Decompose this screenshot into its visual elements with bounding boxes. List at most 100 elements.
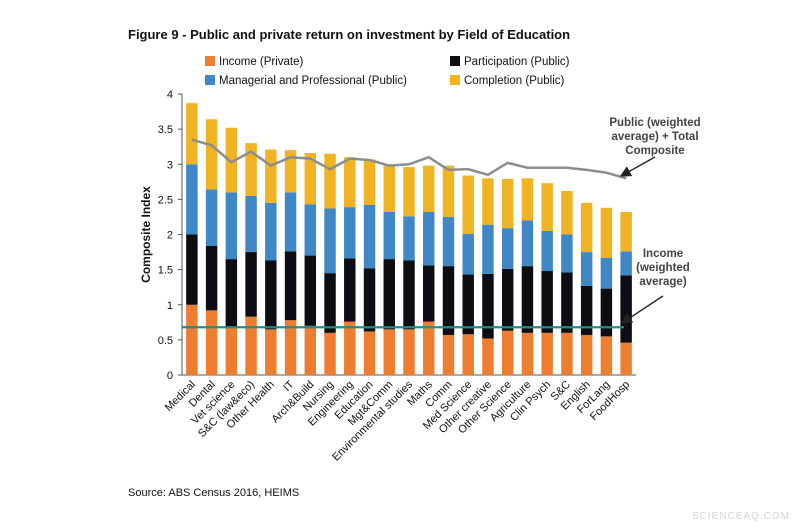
bar-segment-2-16: [501, 228, 514, 269]
bar-segment-3-1: [205, 119, 218, 190]
bar-segment-2-2: [225, 192, 238, 260]
y-tick-label-3: 1.5: [158, 265, 173, 277]
bar-segment-2-4: [265, 202, 277, 261]
bar-segment-1-13: [442, 266, 455, 335]
bar-segment-3-7: [324, 153, 336, 209]
bar-segment-3-9: [363, 159, 376, 205]
bar-segment-1-22: [620, 275, 632, 343]
bar-segment-3-13: [442, 165, 455, 217]
bar-segment-2-14: [462, 233, 474, 275]
y-axis-label: Composite Index: [139, 186, 153, 283]
bar-segment-2-1: [205, 189, 218, 246]
bar-segment-3-3: [245, 143, 257, 196]
annotation-public-line-2: Composite: [625, 145, 684, 157]
y-tick-label-8: 4: [167, 89, 173, 101]
bar-segment-0-7: [324, 332, 336, 375]
bar-segment-1-20: [580, 285, 593, 335]
bar-segment-0-9: [363, 331, 376, 375]
bar-segment-3-0: [186, 103, 198, 165]
bar-segment-1-15: [482, 273, 494, 339]
bar-segment-1-18: [541, 271, 553, 333]
bar-segment-2-3: [245, 195, 257, 253]
legend: Income (Private) Participation (Public) Ma…: [205, 56, 570, 87]
bar-segment-0-14: [462, 334, 474, 375]
annotation-income-line-0: Income: [643, 248, 683, 260]
bar-segment-0-4: [265, 329, 277, 375]
legend-swatch-2: [205, 75, 215, 85]
bar-segment-3-2: [225, 127, 238, 193]
y-tick-label-5: 2.5: [158, 194, 173, 206]
bar-segment-3-8: [344, 157, 356, 208]
bar-segment-0-16: [501, 330, 514, 375]
y-tick-label-2: 1: [167, 300, 173, 312]
bar-segment-2-6: [304, 204, 317, 256]
bar-segment-2-20: [580, 252, 593, 286]
annotation-income-line-1: (weighted: [636, 262, 690, 274]
bar-segment-3-17: [521, 178, 534, 221]
bar-segment-2-7: [324, 208, 336, 274]
bar-segment-3-4: [265, 149, 277, 203]
bar-segment-2-12: [423, 212, 435, 266]
legend-label-1: Participation (Public): [464, 56, 570, 68]
bar-segment-0-5: [284, 320, 297, 375]
legend-label-2: Managerial and Professional (Public): [219, 75, 407, 87]
bar-segment-2-8: [344, 207, 356, 259]
bar-segment-1-8: [344, 258, 356, 322]
bar-segment-3-16: [501, 179, 514, 229]
bar-segment-0-21: [600, 336, 613, 375]
bar-segment-2-0: [186, 164, 198, 235]
bar-segment-0-20: [580, 334, 593, 375]
bar-segment-1-3: [245, 252, 257, 317]
lines: [182, 138, 627, 329]
bar-segment-1-6: [304, 255, 317, 326]
watermark: SCIENCEAQ.COM: [691, 511, 790, 522]
y-tick-label-4: 2: [167, 230, 173, 242]
bar-segment-3-21: [600, 207, 613, 258]
bars: [186, 103, 632, 375]
bar-segment-3-14: [462, 175, 474, 234]
bar-segment-0-22: [620, 342, 632, 375]
bar-segment-0-18: [541, 332, 553, 375]
bar-segment-1-14: [462, 274, 474, 335]
bar-segment-1-11: [403, 260, 415, 330]
bar-segment-3-20: [580, 202, 593, 253]
bar-segment-3-5: [284, 150, 297, 193]
bar-segment-0-15: [482, 338, 494, 375]
figure-title: Figure 9 - Public and private return on …: [128, 27, 571, 42]
annotation-income-line-2: average): [639, 276, 686, 288]
bar-segment-0-19: [561, 332, 573, 375]
bar-segment-3-10: [383, 164, 395, 213]
bar-segment-1-9: [363, 268, 376, 332]
bar-segment-0-10: [383, 329, 395, 375]
bar-segment-1-7: [324, 273, 336, 333]
annotations: Public (weighted average) + Total Composit…: [609, 117, 701, 324]
bar-segment-2-10: [383, 212, 395, 260]
annotation-public-line-1: average) + Total: [611, 131, 698, 143]
bar-segment-1-0: [186, 234, 198, 305]
bar-segment-2-11: [403, 216, 415, 261]
bar-segment-3-22: [620, 212, 632, 252]
bar-segment-3-12: [423, 165, 435, 213]
bar-segment-1-10: [383, 259, 395, 330]
bar-segment-0-6: [304, 325, 317, 375]
bar-segment-2-5: [284, 192, 297, 252]
bar-segment-0-12: [423, 321, 435, 375]
bar-segment-3-11: [403, 167, 415, 217]
bar-segment-3-15: [482, 178, 494, 225]
bar-segment-0-8: [344, 321, 356, 375]
bar-segment-1-4: [265, 260, 277, 330]
legend-label-0: Income (Private): [219, 56, 304, 68]
bar-segment-1-5: [284, 251, 297, 321]
annotation-public-arrow: [619, 156, 656, 177]
bar-segment-2-9: [363, 204, 376, 269]
bar-segment-0-2: [225, 327, 238, 375]
legend-label-3: Completion (Public): [464, 75, 565, 87]
y-tick-label-0: 0: [167, 370, 173, 382]
legend-swatch-1: [450, 56, 460, 66]
bar-segment-1-19: [561, 272, 573, 333]
bar-segment-0-17: [521, 332, 534, 375]
bar-segment-1-1: [205, 245, 218, 311]
legend-swatch-0: [205, 56, 215, 66]
y-tick-label-6: 3: [167, 159, 173, 171]
